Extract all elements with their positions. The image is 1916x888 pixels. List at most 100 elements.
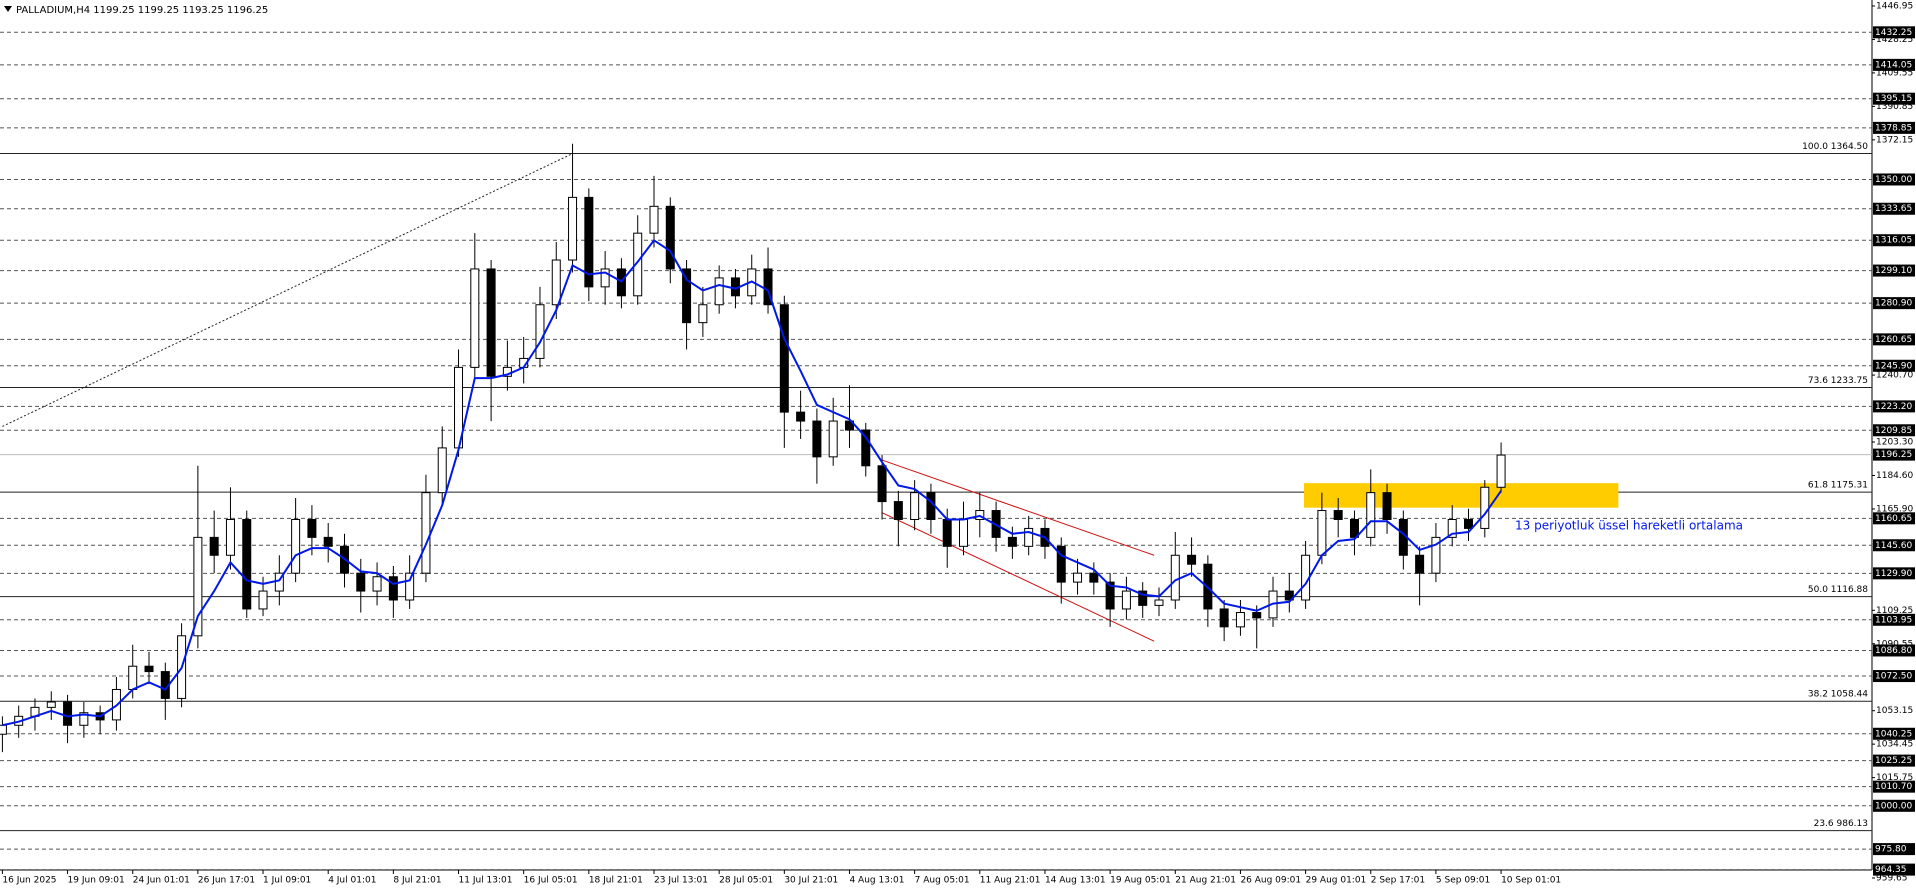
x-tick-label: 23 Jul 13:01 (654, 876, 708, 886)
candle-body (1464, 518, 1473, 529)
candle-body (763, 268, 773, 306)
price-label-box (1873, 727, 1915, 740)
candle-body (942, 518, 952, 547)
candle-body (1073, 572, 1083, 583)
candle-body (323, 536, 333, 547)
price-label-box (1873, 173, 1915, 186)
candle-body (1480, 486, 1490, 529)
x-tick-label: 16 Jul 05:01 (524, 876, 578, 886)
candle-body (1496, 454, 1506, 488)
price-label: 975.80 (1875, 845, 1907, 855)
price-label: 1299.10 (1875, 266, 1912, 276)
x-tick-label: 28 Jul 05:01 (719, 876, 773, 886)
price-label-box (1873, 448, 1915, 461)
zone (1303, 483, 1619, 508)
candle-body (1105, 581, 1115, 610)
price-label-box (1873, 26, 1915, 39)
candle-body (258, 590, 268, 610)
y-tick-label: 1184.60 (1876, 471, 1913, 481)
x-tick-label: 16 Jun 2025 (2, 876, 56, 886)
candle-body (291, 518, 301, 574)
candle-body (714, 277, 724, 306)
y-tick-label: 1240.70 (1876, 371, 1913, 381)
fib-label: 100.0 1364.50 (1802, 142, 1868, 152)
price-label-box (1873, 92, 1915, 105)
candle-body (1170, 554, 1180, 601)
price-label: 1129.90 (1875, 569, 1912, 579)
x-tick-label: 8 Jul 21:01 (393, 876, 441, 886)
candle-body (486, 268, 496, 377)
price-label: 1025.25 (1875, 756, 1912, 766)
price-label: 1414.05 (1875, 60, 1912, 70)
candle-body (796, 411, 806, 422)
candle-body (388, 576, 398, 601)
candle-body (437, 447, 447, 494)
y-tick-label: 1390.85 (1876, 102, 1913, 112)
candle-body (1235, 612, 1245, 628)
candle-body (551, 259, 561, 306)
y-tick-label: 1053.15 (1876, 706, 1913, 716)
candle-body (665, 205, 675, 270)
fib-label: 73.6 1233.75 (1808, 376, 1868, 386)
candle-body (1349, 518, 1359, 538)
price-label-box (1873, 539, 1915, 552)
price-label-box (1873, 58, 1915, 71)
candle-body (1007, 536, 1017, 547)
candle-body (1317, 510, 1327, 556)
price-label: 1040.25 (1875, 729, 1912, 739)
price-label-box (1873, 424, 1915, 437)
price-label-box (1873, 297, 1915, 310)
candle-body (633, 232, 643, 297)
price-label: 964.35 (1875, 865, 1907, 875)
price-label-box (1873, 512, 1915, 525)
candle-body (877, 465, 887, 503)
candle-body (584, 196, 594, 288)
fib-label: 23.6 986.13 (1814, 819, 1868, 829)
candle-body (307, 518, 317, 538)
price-label-box (1873, 359, 1915, 372)
candle-body (225, 518, 235, 556)
y-tick-label: 1165.90 (1876, 504, 1913, 514)
candle-body (1333, 510, 1343, 520)
candle-body (1284, 590, 1294, 601)
candle-body (828, 420, 838, 458)
candle-body (1056, 545, 1066, 583)
price-label-box (1873, 843, 1915, 856)
x-tick-label: 2 Sep 17:01 (1371, 876, 1425, 886)
x-tick-label: 14 Aug 13:01 (1045, 876, 1106, 886)
x-tick-label: 4 Jul 01:01 (328, 876, 376, 886)
candle-body (779, 304, 789, 413)
candle-body (79, 712, 89, 726)
candle-body (1366, 492, 1376, 538)
price-label-box (1873, 333, 1915, 346)
candle-body (421, 492, 431, 574)
price-label-box (1873, 400, 1915, 413)
candle-body (1121, 590, 1131, 610)
y-tick-label: 1372.15 (1876, 135, 1913, 145)
price-label: 1000.00 (1875, 801, 1912, 811)
x-tick-label: 4 Aug 13:01 (849, 876, 904, 886)
candle-body (1431, 536, 1441, 574)
candle-body (910, 492, 920, 520)
y-tick-label: 1090.55 (1876, 639, 1913, 649)
price-label-box (1873, 780, 1915, 793)
x-tick-label: 10 Sep 01:01 (1501, 876, 1561, 886)
candle-body (1219, 608, 1229, 628)
price-label-box (1873, 799, 1915, 812)
candle-body (0, 724, 7, 735)
x-tick-label: 19 Aug 05:01 (1110, 876, 1171, 886)
price-label: 1260.65 (1875, 335, 1912, 345)
candle-body (893, 501, 903, 520)
price-label-box (1873, 121, 1915, 134)
candle-body (1089, 572, 1099, 583)
candle-body (698, 304, 708, 324)
candle-body (861, 429, 871, 467)
ema-line (2, 238, 1502, 727)
x-tick-label: 29 Aug 01:01 (1306, 876, 1367, 886)
channel-line (881, 512, 1155, 642)
price-label-box (1873, 202, 1915, 215)
x-tick-label: 30 Jul 21:01 (784, 876, 838, 886)
y-tick-label: 1015.75 (1876, 773, 1913, 783)
